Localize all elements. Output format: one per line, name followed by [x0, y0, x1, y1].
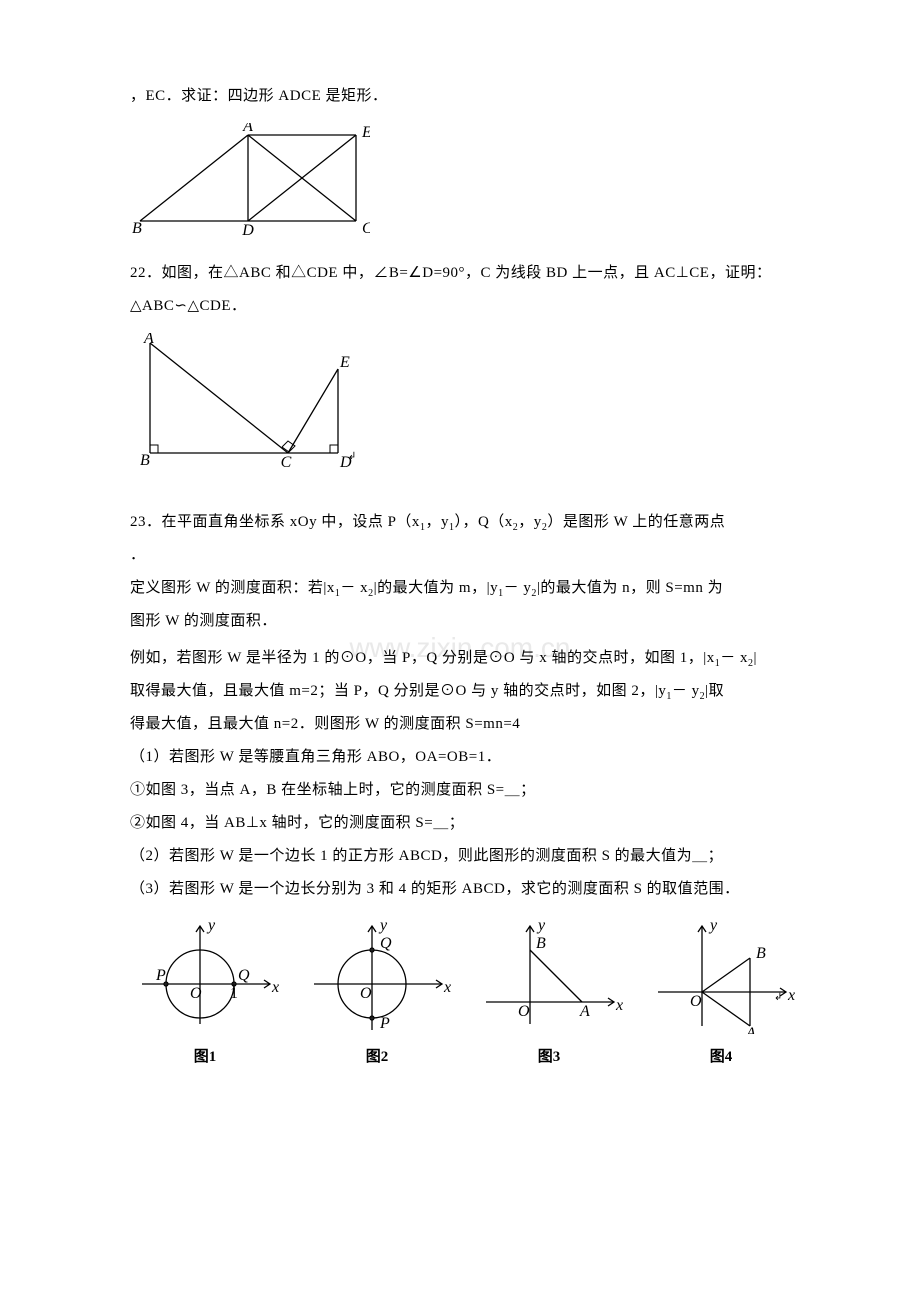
svg-text:x: x: [787, 987, 795, 1004]
svg-text:x: x: [615, 997, 623, 1014]
figure-q22: A B C D E ↲: [130, 333, 790, 478]
caption-fig4: 图4: [646, 1045, 796, 1066]
svg-text:O: O: [360, 985, 372, 1002]
svg-text:P: P: [155, 967, 166, 984]
svg-text:↲: ↲: [348, 451, 355, 462]
para-23-ex3: 得最大值，且最大值 n=2．则图形 W 的测度面积 S=mn=4: [130, 708, 790, 741]
svg-text:O: O: [190, 985, 202, 1002]
figure-row-q23: P Q O 1 x y 图1 Q P O x y 图2: [130, 914, 790, 1066]
para-23-ex2: 取得最大值，且最大值 m=2；当 P，Q 分别是⊙O 与 y 轴的交点时，如图 …: [130, 675, 790, 708]
svg-text:y: y: [536, 917, 546, 934]
svg-text:A: A: [745, 1025, 756, 1034]
svg-text:B: B: [140, 452, 150, 469]
svg-text:P: P: [379, 1015, 390, 1032]
para-23-q1b: ②如图 4，当 AB⊥x 轴时，它的测度面积 S=＿；: [130, 807, 790, 840]
svg-text:↲: ↲: [774, 992, 782, 1003]
para-23-q1: （1）若图形 W 是等腰直角三角形 ABO，OA=OB=1．: [130, 741, 790, 774]
svg-text:1: 1: [230, 985, 238, 1002]
figure-q21: A E B D C: [130, 123, 790, 243]
svg-text:y: y: [708, 917, 718, 934]
para-23-dot: ．: [130, 539, 790, 572]
spacer: [130, 492, 790, 506]
para-23-line1: 23．在平面直角坐标系 xOy 中，设点 P（x1，y1），Q（x2，y2）是图…: [130, 506, 790, 539]
caption-fig2: 图2: [302, 1045, 452, 1066]
svg-text:x: x: [443, 979, 451, 996]
svg-text:Q: Q: [380, 935, 392, 952]
para-23-q2: （2）若图形 W 是一个边长 1 的正方形 ABCD，则此图形的测度面积 S 的…: [130, 840, 790, 873]
svg-text:C: C: [362, 220, 370, 237]
para-23-def1: 定义图形 W 的测度面积：若|x1－ x2|的最大值为 m，|y1－ y2|的最…: [130, 572, 790, 605]
para-22-line2: △ABC∽△CDE．: [130, 290, 790, 323]
para-21-tail: ，EC．求证：四边形 ADCE 是矩形．: [130, 80, 790, 113]
svg-text:A: A: [579, 1003, 590, 1020]
svg-text:E: E: [339, 354, 350, 371]
svg-text:A: A: [242, 123, 253, 135]
svg-text:D: D: [241, 222, 254, 238]
svg-text:y: y: [378, 917, 388, 934]
svg-text:E: E: [361, 124, 370, 141]
para-23-ex1: 例如，若图形 W 是半径为 1 的⊙O，当 P，Q 分别是⊙O 与 x 轴的交点…: [130, 642, 790, 675]
svg-text:x: x: [271, 979, 279, 996]
para-23-q1a: ①如图 3，当点 A，B 在坐标轴上时，它的测度面积 S=＿；: [130, 774, 790, 807]
caption-fig3: 图3: [474, 1045, 624, 1066]
svg-text:A: A: [143, 333, 154, 347]
svg-text:y: y: [206, 917, 216, 934]
para-22-line1: 22．如图，在△ABC 和△CDE 中，∠B=∠D=90°，C 为线段 BD 上…: [130, 257, 790, 290]
caption-fig1: 图1: [130, 1045, 280, 1066]
para-23-q3: （3）若图形 W 是一个边长分别为 3 和 4 的矩形 ABCD，求它的测度面积…: [130, 873, 790, 906]
svg-text:B: B: [132, 220, 142, 237]
para-23-def2: 图形 W 的测度面积．: [130, 605, 790, 638]
svg-text:Q: Q: [238, 967, 250, 984]
svg-text:B: B: [536, 935, 546, 952]
svg-text:O: O: [518, 1003, 530, 1020]
svg-text:B: B: [756, 945, 766, 962]
svg-text:C: C: [281, 454, 292, 471]
svg-text:O: O: [690, 993, 702, 1010]
